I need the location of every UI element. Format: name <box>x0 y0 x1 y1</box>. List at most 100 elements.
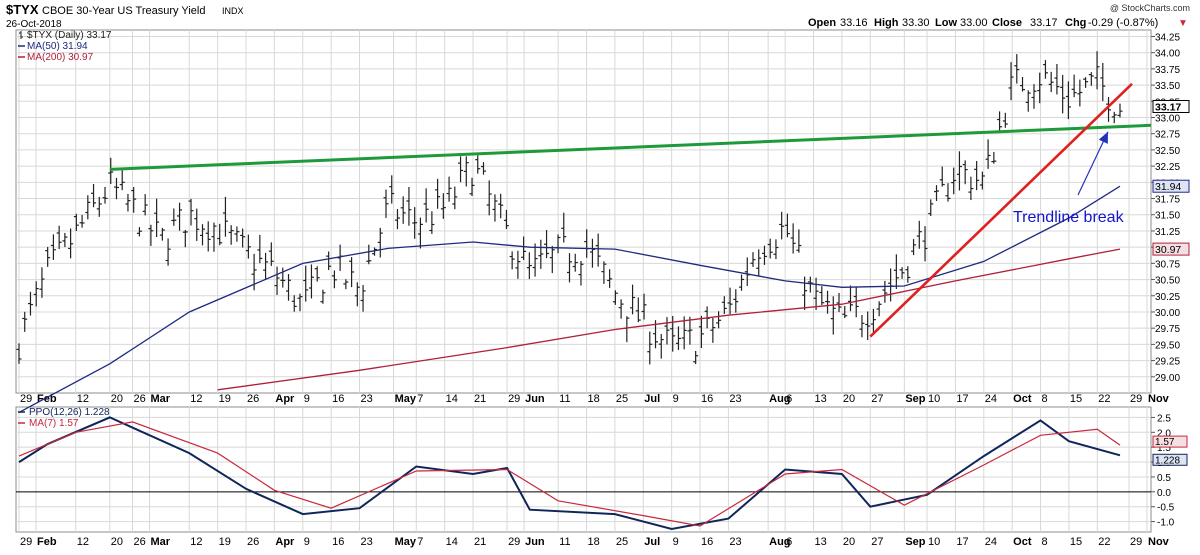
ohlc-bar <box>865 311 871 340</box>
y-tick-label: 31.25 <box>1155 227 1180 238</box>
ohlc-bar <box>761 245 767 265</box>
ohlc-bar <box>796 229 802 253</box>
ohlc-bar <box>222 196 228 237</box>
y-tick-label: 30.50 <box>1155 276 1180 287</box>
ohlc-bar <box>727 287 733 315</box>
ohlc-bar <box>773 239 779 260</box>
ppo-x-tick-label: Jul <box>644 536 660 548</box>
ohlc-bar <box>435 178 441 209</box>
ohlc-bar <box>240 228 246 248</box>
ohlc-bar <box>687 316 693 345</box>
ohlc-bar <box>544 230 550 259</box>
ppo-x-tick-label: 26 <box>247 536 259 548</box>
ppo-x-tick-label: 29 <box>508 536 520 548</box>
ppo-x-tick-label: 17 <box>956 536 968 548</box>
price-badge-text: 30.97 <box>1155 244 1181 256</box>
ohlc-bar <box>997 111 1003 132</box>
ppo-x-tick-label: 29 <box>1130 536 1142 548</box>
y-tick-label: 31.50 <box>1155 211 1180 222</box>
ppo-y-tick-label: -0.5 <box>1157 503 1175 514</box>
ohlc-bar <box>670 315 676 352</box>
y-tick-label: 29.75 <box>1155 324 1180 335</box>
y-tick-label: 29.00 <box>1155 373 1180 384</box>
ohlc-bar <box>125 193 131 212</box>
ohlc-bar <box>842 306 848 319</box>
ohlc-bar <box>825 290 831 314</box>
ppo-x-tick-label: Feb <box>37 536 57 548</box>
ohlc-bar <box>836 292 842 313</box>
ohlc-bar <box>16 343 22 364</box>
ohlc-bar <box>934 185 939 201</box>
ohlc-bar <box>733 289 739 313</box>
ohlc-bar <box>314 266 320 282</box>
ohlc-bar <box>406 186 412 226</box>
ohlc-bar <box>354 282 360 307</box>
ohlc-bar <box>308 264 314 299</box>
ppo-legend-entry: MA(7) 1.57 <box>29 418 79 429</box>
y-tick-label: 34.00 <box>1155 49 1180 60</box>
ohlc-bar <box>784 213 790 238</box>
ohlc-bar <box>1094 51 1100 90</box>
ohlc-bar <box>882 280 888 303</box>
ppo-x-tick-label: 13 <box>815 536 827 548</box>
x-tick-label: 13 <box>815 393 827 405</box>
ohlc-bar <box>182 229 188 248</box>
ohlc-bar <box>417 217 423 249</box>
ppo-x-tick-label: 10 <box>928 536 940 548</box>
ppo-x-tick-label: 23 <box>361 536 373 548</box>
ppo-y-tick-label: 2.0 <box>1157 428 1171 439</box>
x-tick-label: Aug <box>769 393 790 405</box>
ohlc-bar <box>113 177 119 200</box>
ohlc-bar <box>549 246 555 274</box>
ohlc-bar <box>962 160 968 185</box>
ohlc-bar <box>1100 62 1106 102</box>
price-bars <box>16 51 1123 365</box>
x-tick-label: 14 <box>446 393 458 405</box>
ohlc-bar <box>263 252 269 281</box>
x-tick-label: 7 <box>417 393 423 405</box>
ohlc-bar <box>584 229 590 258</box>
ppo-x-tick-label: Apr <box>275 536 295 548</box>
ppo-badge-text: 1.228 <box>1155 455 1180 466</box>
ohlc-bar <box>1037 72 1043 104</box>
ohlc-bar <box>1060 74 1066 114</box>
ohlc-bar <box>790 223 796 254</box>
ohlc-bar <box>360 285 366 312</box>
ppo-x-tick-label: 24 <box>985 536 997 548</box>
x-tick-label: 20 <box>111 393 123 405</box>
open-value: 33.16 <box>840 17 868 29</box>
indicator-lines <box>18 185 1121 531</box>
ohlc-bar <box>458 156 464 183</box>
ohlc-bar <box>389 175 395 204</box>
x-axis: 29 29 Feb Feb 12 12 20 20 26 26 Mar Mar 12 12 19 19 26 26… <box>20 393 1170 548</box>
ohlc-bar <box>538 239 544 269</box>
ohlc-bar <box>177 202 183 231</box>
x-tick-label: Oct <box>1013 393 1032 405</box>
legend-entry: MA(50) 31.94 <box>27 41 88 52</box>
ppo-x-tick-label: 18 <box>588 536 600 548</box>
ohlc-bar <box>1025 90 1031 112</box>
value-badges: 33.17 31.94 30.97 1.57 1.228 <box>1152 99 1190 466</box>
ohlc-bar <box>922 226 928 262</box>
ohlc-bar <box>509 251 515 270</box>
x-tick-label: 9 <box>673 393 679 405</box>
ppo-x-tick-label: 22 <box>1098 536 1110 548</box>
y-tick-label: 32.75 <box>1155 130 1180 141</box>
ohlc-bar <box>698 315 704 349</box>
ohlc-bar <box>750 252 756 267</box>
ohlc-bar <box>561 212 567 243</box>
x-tick-label: 20 <box>843 393 855 405</box>
ppo-y-tick-label: 1.5 <box>1157 443 1171 454</box>
ppo-x-tick-label: 9 <box>673 536 679 548</box>
ppo-y-tick-label: 0.0 <box>1157 488 1171 499</box>
ohlc-bar <box>876 301 882 317</box>
ohlc-bar <box>721 296 727 315</box>
ppo-x-tick-label: 6 <box>786 536 792 548</box>
ppo-x-tick-label: Sep <box>905 536 925 548</box>
ohlc-bar <box>893 254 899 290</box>
ohlc-bar <box>50 234 56 260</box>
ohlc-bar <box>68 228 74 259</box>
ohlc-bar <box>469 177 475 197</box>
ohlc-bar <box>979 171 985 190</box>
